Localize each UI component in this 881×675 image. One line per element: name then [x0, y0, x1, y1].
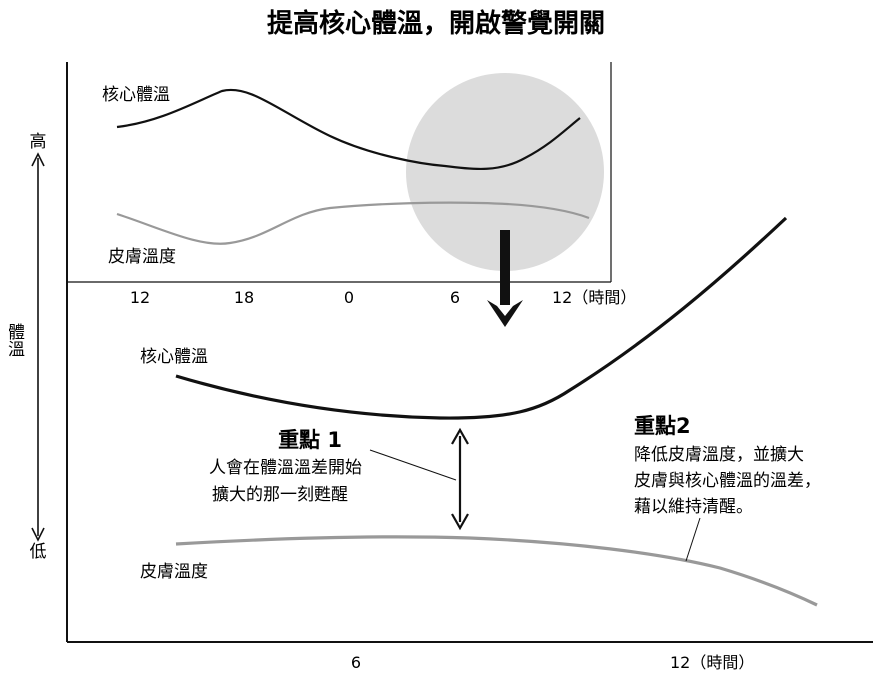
inset-tick-12-time: 12（時間） — [552, 288, 636, 307]
point2-leader — [685, 517, 701, 562]
inset-skin-label: 皮膚溫度 — [108, 247, 176, 267]
y-low-label: 低 — [30, 542, 47, 562]
inset-tick-0: 0 — [344, 288, 354, 307]
core-curve — [175, 216, 788, 420]
point1-line2: 擴大的那一刻甦醒 — [212, 485, 348, 505]
inset-tick-18: 18 — [234, 288, 254, 307]
y-high-label: 高 — [30, 132, 47, 152]
skin-label: 皮膚溫度 — [140, 562, 208, 582]
y-axis-label: 體溫 — [4, 323, 25, 357]
point1-line1: 人會在體溫溫差開始 — [209, 458, 362, 478]
point2-title: 重點2 — [634, 414, 691, 438]
point2-line1: 降低皮膚溫度，並擴大 — [634, 445, 804, 465]
chart-title: 提高核心體溫，開啟警覺開關 — [267, 8, 605, 39]
gap-arrow — [451, 427, 469, 531]
highlight-circle — [406, 73, 604, 271]
down-arrow — [487, 230, 523, 327]
point1-title: 重點 1 — [278, 428, 342, 452]
inset-tick-6: 6 — [450, 288, 460, 307]
tick-12-time: 12（時間） — [670, 653, 754, 672]
inset-tick-12: 12 — [130, 288, 150, 307]
y-range-arrow — [31, 152, 45, 542]
inset-skin-curve — [116, 201, 590, 245]
point2-line3: 藉以維持清醒。 — [634, 497, 753, 517]
point2-line2: 皮膚與核心體溫的溫差， — [634, 471, 821, 491]
point1-leader — [369, 449, 457, 481]
tick-6: 6 — [351, 653, 361, 672]
inset-core-curve — [116, 88, 581, 171]
core-label: 核心體溫 — [140, 347, 208, 367]
inset-core-label: 核心體溫 — [102, 85, 170, 105]
inset-frame — [67, 62, 612, 283]
skin-curve — [175, 535, 818, 607]
